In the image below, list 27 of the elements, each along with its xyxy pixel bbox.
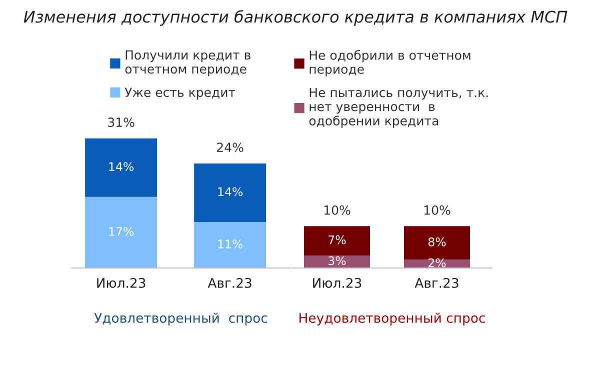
- x-axis-title: Удовлетворенный спрос: [94, 312, 268, 326]
- data-label: 11%: [218, 239, 243, 248]
- bar: [194, 163, 266, 222]
- legend-label: Не одобрили в отчетном периоде: [310, 50, 470, 76]
- x-tick-label: Авг.23: [208, 278, 252, 288]
- bar: [85, 196, 158, 268]
- data-label: 2%: [428, 258, 446, 268]
- data-label: 14%: [218, 187, 243, 196]
- x-tick-label: Июл.23: [313, 278, 362, 288]
- data-label: 8%: [428, 237, 446, 246]
- legend-label: Не пытались получить, т.к. нет уверенности в одобрении кредита: [309, 88, 488, 128]
- data-label: 17%: [109, 226, 134, 236]
- x-tick-label: Июл.23: [97, 278, 146, 288]
- legend-label: Уже есть кредит: [124, 88, 236, 100]
- total-label: 24%: [217, 142, 244, 152]
- total-label: 10%: [424, 205, 450, 215]
- data-label: 14%: [109, 162, 134, 172]
- data-label: 3%: [328, 256, 346, 266]
- bar: [194, 222, 266, 268]
- x-tick-label: Авг.23: [414, 278, 458, 288]
- x-axis-title: Неудовлетворенный спрос: [300, 312, 485, 326]
- total-label: 31%: [108, 118, 134, 128]
- legend-label: Получили кредит в отчетном периоде: [125, 50, 250, 76]
- bar: [85, 138, 158, 197]
- chart-title: Изменения доступности банковского кредита в компаниях МСП: [24, 10, 568, 26]
- total-label: 10%: [324, 205, 350, 215]
- data-label: 7%: [328, 235, 346, 244]
